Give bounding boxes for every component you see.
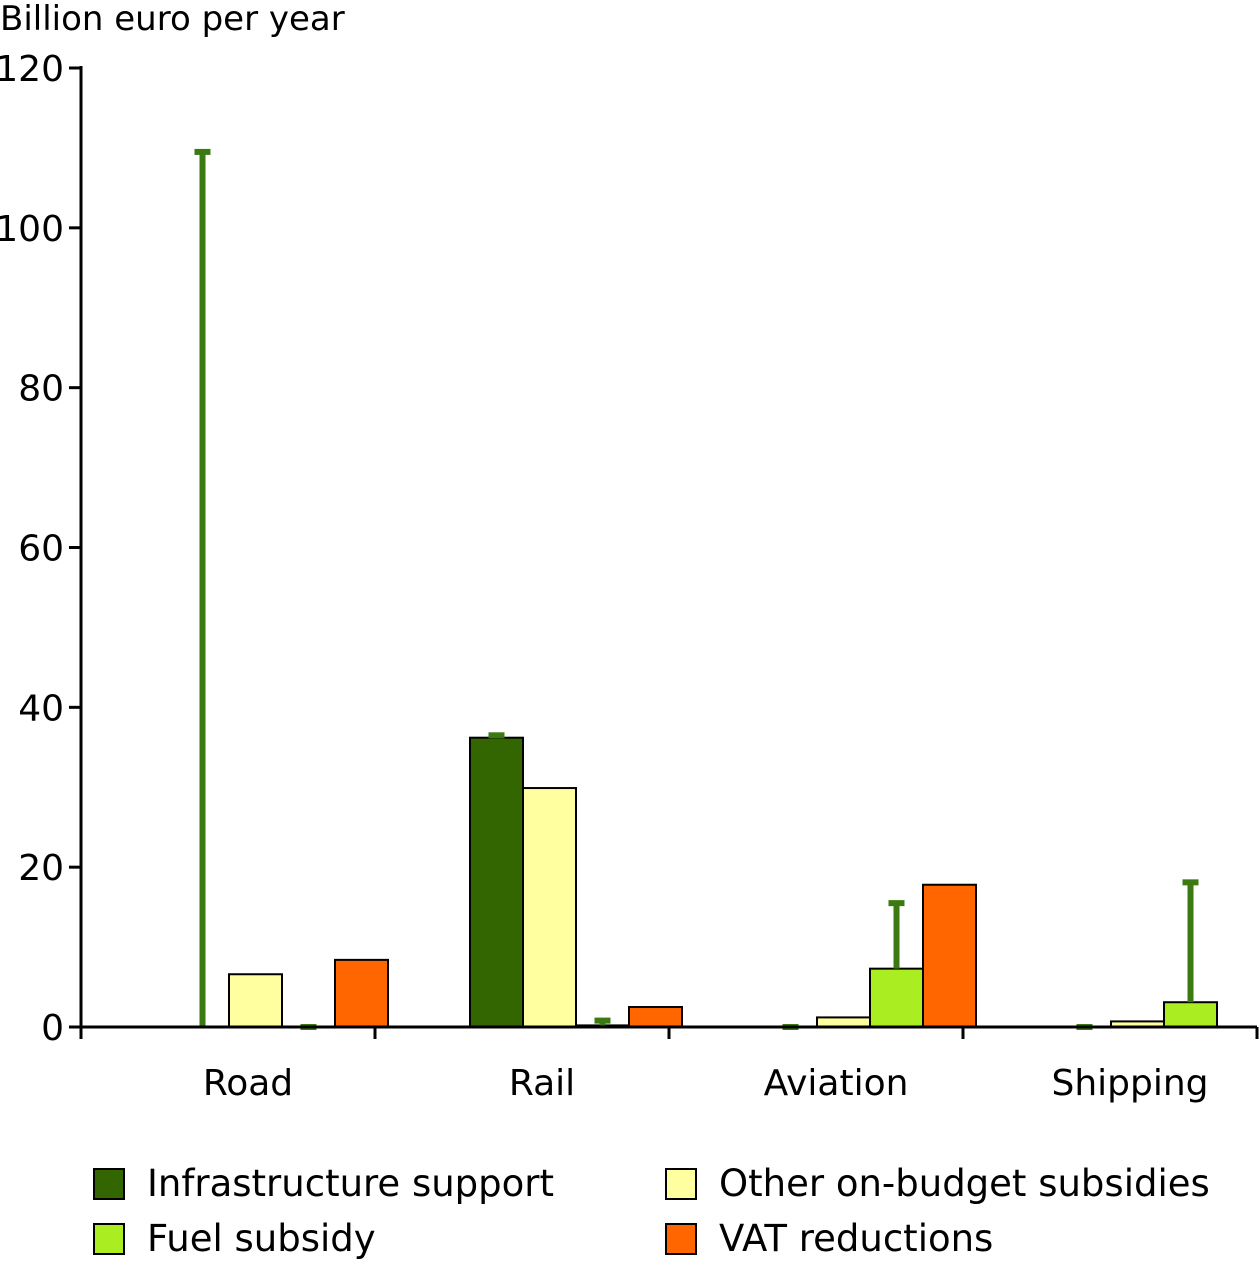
y-tick-label-20: 20 (18, 848, 64, 889)
x-tick-label-aviation: Aviation (764, 1063, 909, 1104)
bar-road-series-3 (334, 958, 389, 1028)
x-tick-label-rail: Rail (509, 1063, 575, 1104)
bar-rail-series-3 (628, 1006, 683, 1028)
bar-road-series-1 (228, 973, 283, 1029)
axes-layer (69, 66, 1259, 1039)
x-tick-label-road: Road (203, 1063, 293, 1104)
y-tick-label-120: 120 (0, 49, 64, 90)
error-bars-layer (194, 148, 1199, 1030)
x-tick-label-shipping: Shipping (1051, 1063, 1208, 1104)
bar-aviation-series-3 (922, 883, 977, 1029)
bar-shipping-series-2 (1163, 1001, 1218, 1028)
y-tick-label-0: 0 (41, 1008, 64, 1049)
bars-layer (228, 736, 1218, 1029)
bar-rail-series-1 (522, 787, 577, 1029)
bar-aviation-series-2 (869, 967, 924, 1028)
bar-rail-series-0 (469, 736, 524, 1028)
y-tick-label-60: 60 (18, 529, 64, 570)
y-tick-label-80: 80 (18, 369, 64, 410)
tick-labels-layer: 0 20 40 60 80 100 120 Road Rail Aviation Shipping (0, 49, 1209, 1104)
y-tick-label-100: 100 (0, 209, 64, 250)
y-tick-label-40: 40 (18, 688, 64, 729)
y-axis-title: Billion euro per year (0, 0, 345, 39)
